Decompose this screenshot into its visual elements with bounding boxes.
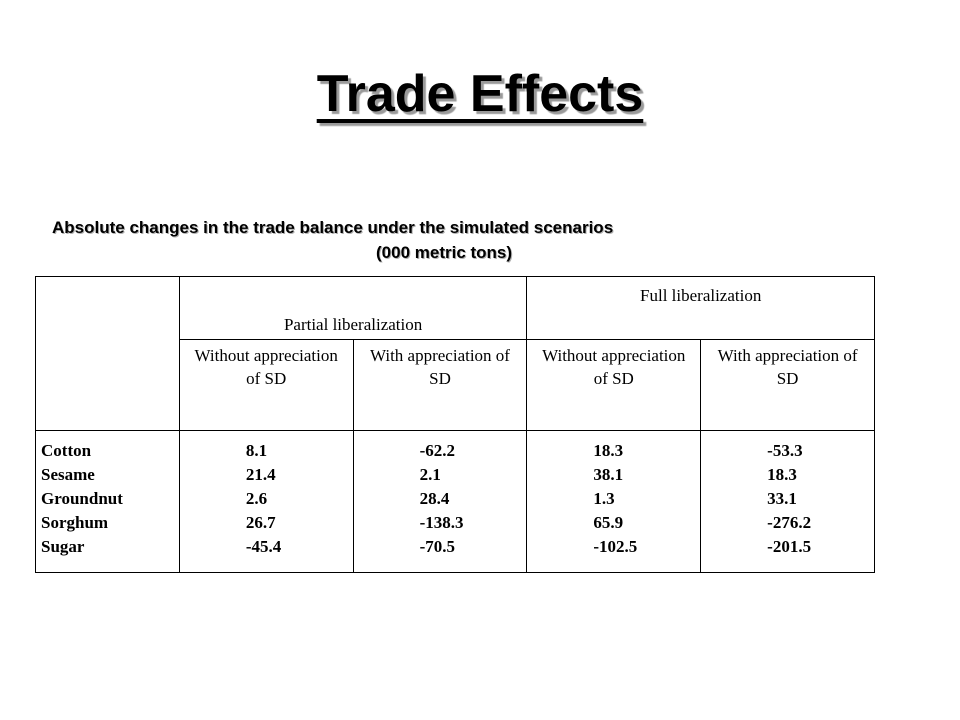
header-full-liberalization: Full liberalization xyxy=(526,276,875,340)
header-full-label: Full liberalization xyxy=(640,286,762,305)
value: -62.2 xyxy=(419,441,456,460)
slide-title-text: Trade Effects xyxy=(316,65,644,123)
subheader-partial-without: Without appreciation of SD xyxy=(178,339,354,431)
value: -102.5 xyxy=(593,537,638,556)
trade-balance-table: Partial liberalization Full liberalizati… xyxy=(35,276,875,573)
slide-title: Trade Effects xyxy=(0,58,960,130)
value: 1.3 xyxy=(593,489,615,508)
value: 28.4 xyxy=(419,489,450,508)
header-partial-label: Partial liberalization xyxy=(283,315,423,334)
data-row: Cotton Sesame Groundnut Sorghum Sugar 8.… xyxy=(35,430,875,573)
value: 2.1 xyxy=(419,465,441,484)
subheader-full-without: Without appreciation of SD xyxy=(526,339,702,431)
subheader-label: With appreciation of SD xyxy=(717,346,858,388)
product-labels-cell: Cotton Sesame Groundnut Sorghum Sugar xyxy=(35,430,180,573)
product-label: Sorghum xyxy=(41,513,109,532)
value: -70.5 xyxy=(419,537,456,556)
header-partial-liberalization: Partial liberalization xyxy=(178,276,528,340)
subheader-row: Without appreciation of SD With apprecia… xyxy=(36,339,875,431)
product-label: Groundnut xyxy=(41,489,123,508)
value: 65.9 xyxy=(593,513,624,532)
value: 33.1 xyxy=(767,489,797,508)
product-label: Sugar xyxy=(41,537,85,556)
subheader-full-with: With appreciation of SD xyxy=(700,339,875,431)
value: -276.2 xyxy=(767,513,812,532)
value: -45.4 xyxy=(245,537,282,556)
values-full-without: 18.3 38.1 1.3 65.9 -102.5 xyxy=(526,430,702,573)
value: 18.3 xyxy=(593,441,624,460)
table-caption: Absolute changes in the trade balance un… xyxy=(52,218,614,237)
values-partial-with: -62.2 2.1 28.4 -138.3 -70.5 xyxy=(352,430,528,573)
subheader-label: With appreciation of SD xyxy=(369,346,510,388)
subheader-partial-with: With appreciation of SD xyxy=(352,339,528,431)
value: -53.3 xyxy=(767,441,803,460)
value: 21.4 xyxy=(245,465,276,484)
value: 8.1 xyxy=(245,441,268,460)
values-full-with: -53.3 18.3 33.1 -276.2 -201.5 xyxy=(700,430,875,573)
values-partial-without: 8.1 21.4 2.6 26.7 -45.4 xyxy=(178,430,354,573)
subheader-label: Without appreciation of SD xyxy=(194,346,338,388)
value: 26.7 xyxy=(245,513,276,532)
value: 38.1 xyxy=(593,465,624,484)
product-label: Sesame xyxy=(41,465,95,484)
value: -138.3 xyxy=(419,513,464,532)
value: 18.3 xyxy=(767,465,797,484)
value: -201.5 xyxy=(767,537,812,556)
table-caption-units: (000 metric tons) xyxy=(376,243,513,262)
scenario-header-row: Partial liberalization Full liberalizati… xyxy=(35,276,875,431)
value: 2.6 xyxy=(245,489,268,508)
corner-cell xyxy=(35,276,180,431)
product-label: Cotton xyxy=(41,441,92,460)
subheader-label: Without appreciation of SD xyxy=(542,346,686,388)
